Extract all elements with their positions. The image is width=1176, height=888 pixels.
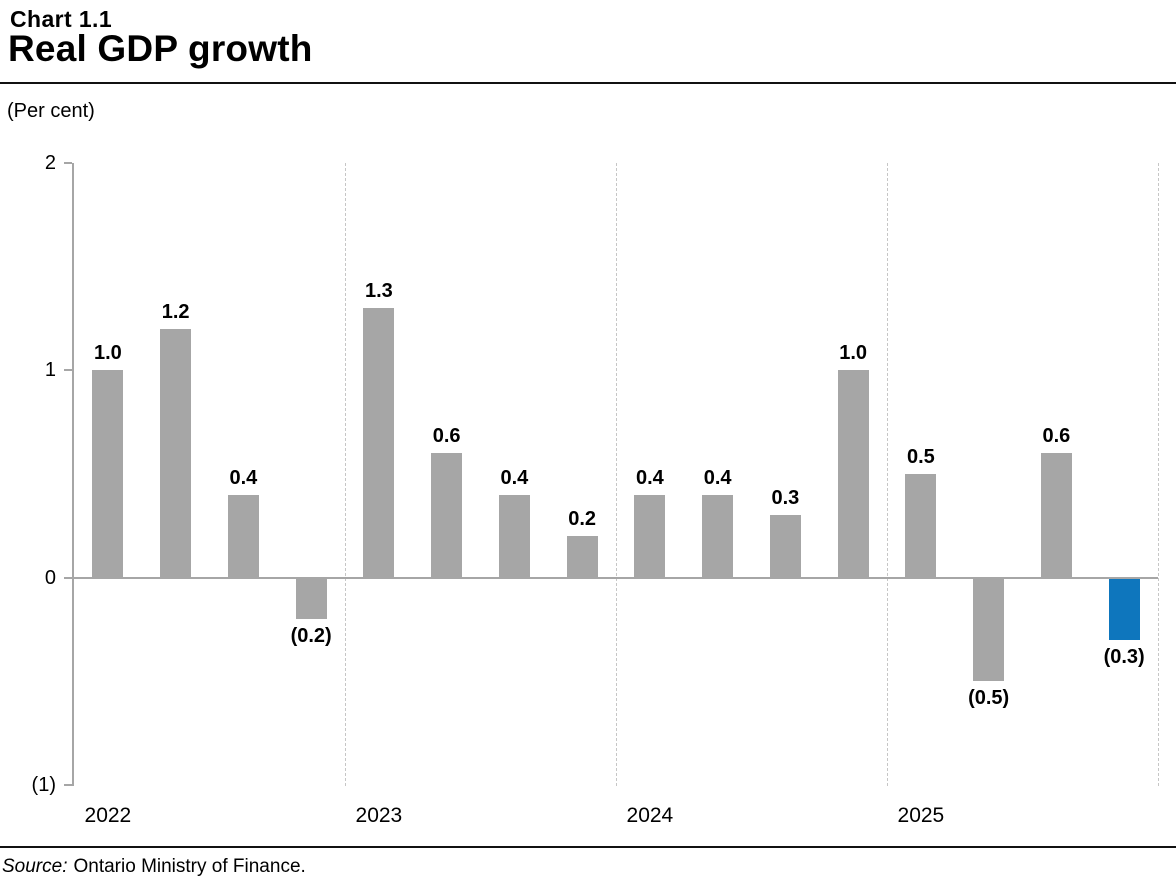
- bar-value-label: 0.5: [906, 445, 935, 468]
- bar-value-label: (0.3): [1103, 645, 1145, 668]
- bar: [837, 370, 869, 578]
- dashed-gridline: [615, 163, 617, 786]
- x-axis-year-label: 2023: [355, 804, 403, 827]
- dashed-gridline: [886, 163, 888, 786]
- bar-value-label: 0.6: [1042, 425, 1071, 448]
- bar-highlighted: [1108, 577, 1140, 640]
- bar-value-label: 0.4: [703, 466, 732, 489]
- x-axis-year-label: 2024: [626, 804, 674, 827]
- x-axis-year-label: 2025: [897, 804, 945, 827]
- dashed-gridline: [344, 163, 346, 786]
- bar: [702, 494, 734, 578]
- bar-value-label: 0.2: [568, 508, 597, 531]
- bar: [431, 453, 463, 578]
- chart-title: Real GDP growth: [8, 28, 313, 69]
- bar-value-label: 1.2: [161, 300, 190, 323]
- x-axis-year-label: 2022: [84, 804, 132, 827]
- bar-value-label: (0.5): [968, 687, 1010, 710]
- bar-value-label: 0.6: [432, 425, 461, 448]
- chart-number: Chart 1.1: [10, 6, 113, 32]
- bar: [769, 515, 801, 578]
- bar-value-label: 0.3: [771, 487, 800, 510]
- footer-divider: [0, 846, 1176, 848]
- y-tick-label: 1: [44, 359, 56, 382]
- zero-line: [72, 576, 1158, 579]
- bar: [295, 577, 327, 619]
- bar-value-label: 0.4: [635, 466, 664, 489]
- bar-value-label: 1.3: [364, 280, 393, 303]
- source-text: Ontario Ministry of Finance.: [73, 856, 306, 877]
- bar: [498, 494, 530, 578]
- source-label: Source:: [2, 856, 68, 877]
- y-tick-label: 0: [44, 566, 56, 589]
- dashed-gridline: [1157, 163, 1159, 786]
- source-note: Source: Ontario Ministry of Finance.: [2, 856, 306, 878]
- bar: [227, 494, 259, 578]
- bar-value-label: 0.4: [229, 466, 258, 489]
- bar: [634, 494, 666, 578]
- y-axis-tick: [64, 369, 72, 372]
- y-axis-tick: [64, 162, 72, 164]
- y-axis-tick: [64, 576, 72, 579]
- bar-value-label: (0.2): [290, 624, 332, 647]
- bar: [905, 473, 937, 578]
- bar: [160, 328, 192, 578]
- bar: [973, 577, 1005, 682]
- bar: [1040, 453, 1072, 578]
- y-axis-tick: [64, 783, 72, 786]
- bar-value-label: 0.4: [500, 466, 529, 489]
- bar: [92, 370, 124, 578]
- bar: [566, 536, 598, 578]
- bar-value-label: 1.0: [839, 342, 868, 365]
- y-axis-units-label: (Per cent): [7, 100, 95, 122]
- bar-value-label: 1.0: [93, 342, 122, 365]
- y-tick-label: (1): [31, 773, 56, 796]
- title-divider: [0, 82, 1176, 84]
- y-tick-label: 2: [44, 152, 56, 174]
- bar: [363, 308, 395, 578]
- y-axis-line: [72, 163, 74, 786]
